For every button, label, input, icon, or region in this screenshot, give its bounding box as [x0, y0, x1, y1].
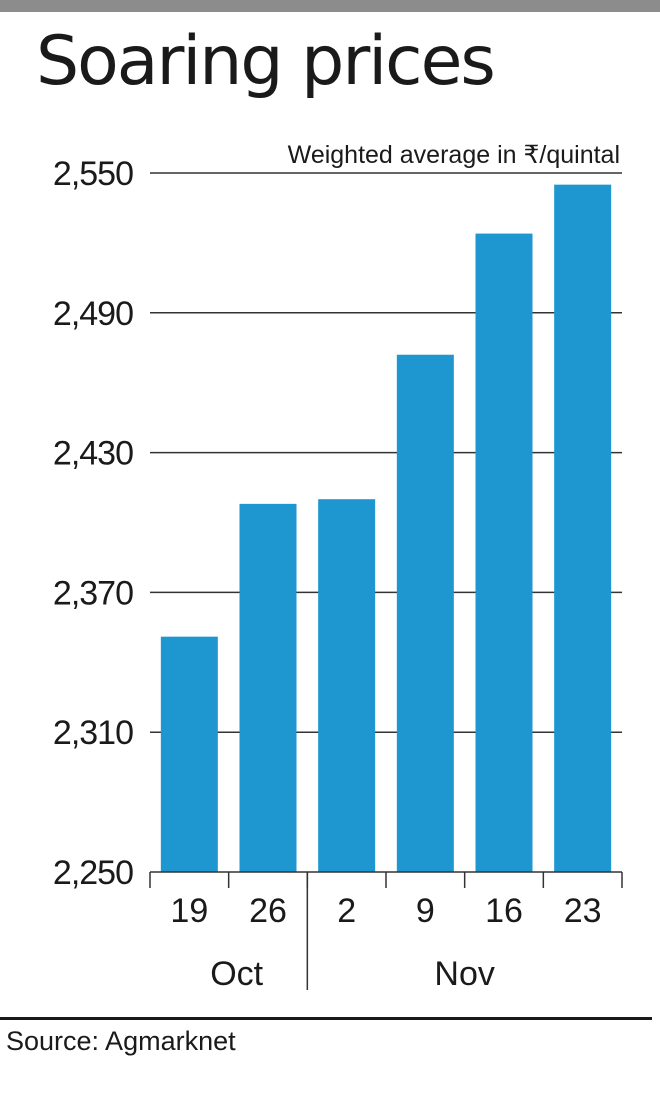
month-label: Nov [434, 955, 494, 993]
x-tick-label: 2 [337, 892, 356, 930]
source-note: Source: Agmarknet [6, 1026, 236, 1056]
x-tick-label: 9 [416, 892, 435, 930]
top-accent-bar [0, 0, 660, 12]
bar [160, 636, 218, 872]
bar-chart: 2,250 2,310 2,370 2,430 2,490 2,550 19 26 2 9 16 23… [53, 155, 623, 993]
month-label: Oct [210, 955, 263, 993]
y-tick-label: 2,430 [53, 435, 133, 473]
bar [239, 503, 297, 872]
x-tick-label: 19 [170, 892, 208, 930]
y-tick-label: 2,490 [53, 295, 133, 333]
bar [396, 354, 454, 872]
chart-title: Soaring prices [36, 22, 496, 101]
y-axis-unit-label: Weighted average in ₹/quintal [287, 141, 620, 169]
bar [554, 184, 612, 872]
x-tick-label: 26 [249, 892, 287, 930]
x-tick-label: 23 [564, 892, 602, 930]
y-tick-label: 2,550 [53, 155, 133, 193]
y-tick-label: 2,370 [53, 574, 133, 612]
y-tick-label: 2,310 [53, 714, 133, 752]
source-divider [0, 1017, 652, 1020]
bar [475, 233, 533, 872]
bar [318, 499, 376, 872]
y-tick-label: 2,250 [53, 854, 133, 892]
x-tick-label: 16 [485, 892, 523, 930]
